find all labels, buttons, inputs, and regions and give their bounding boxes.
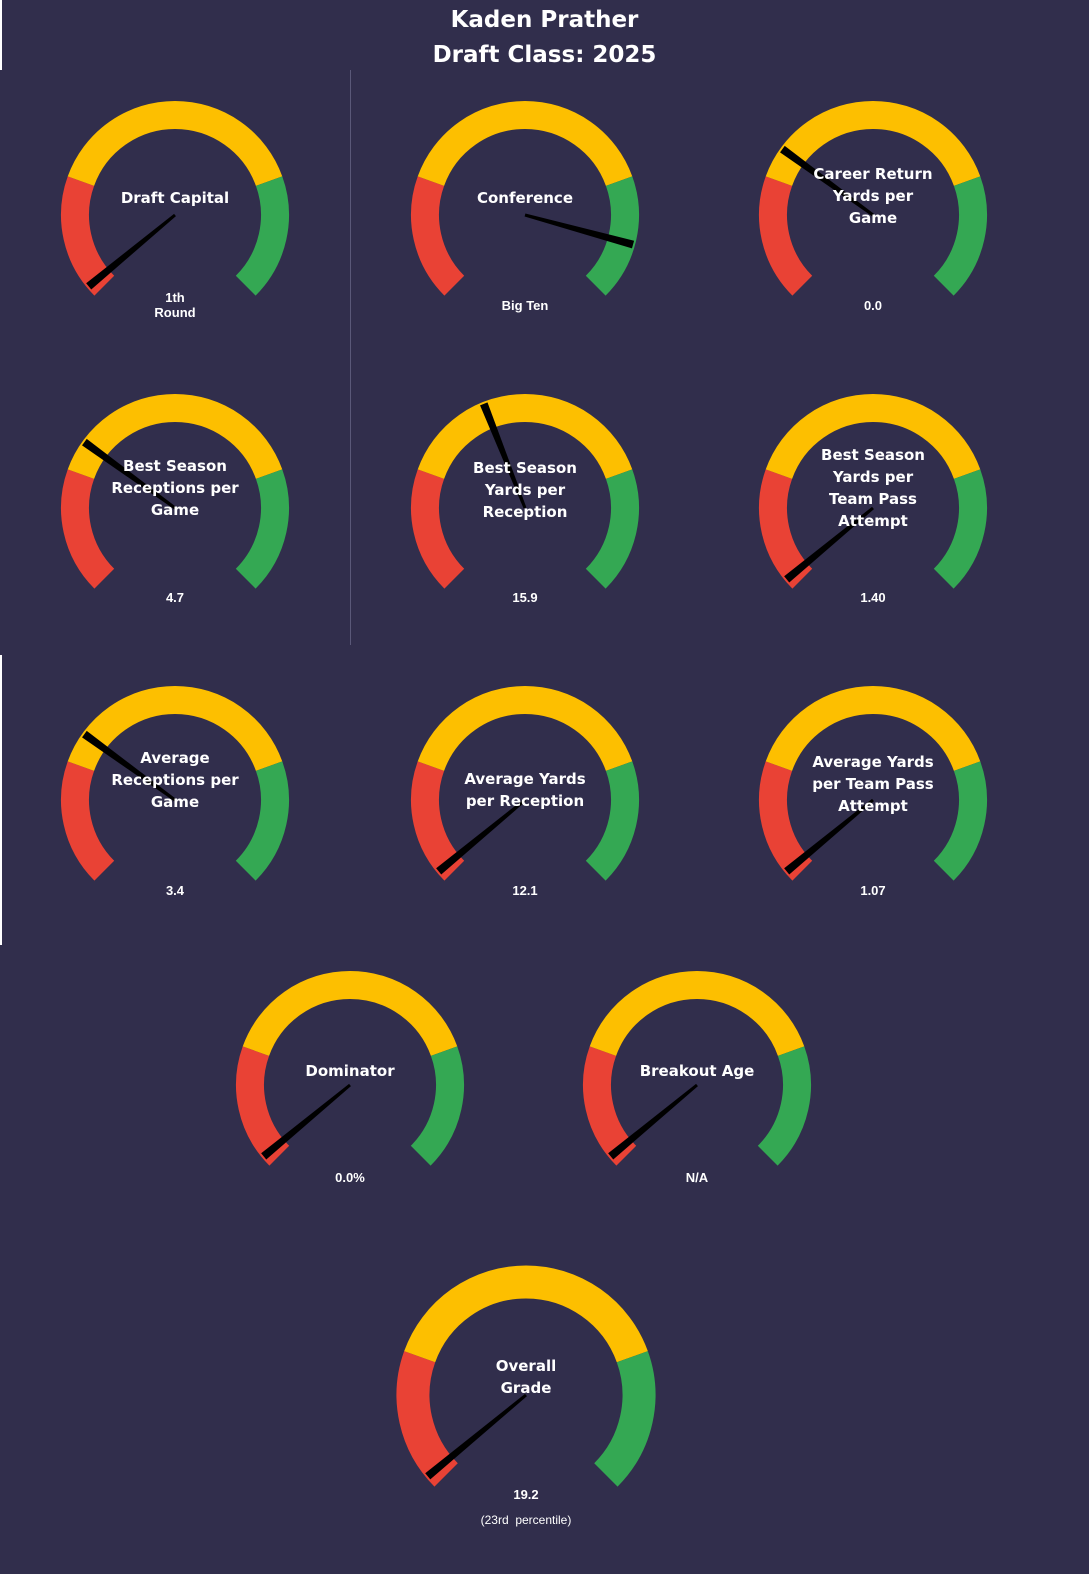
gauge-value: 3.4 [165,883,185,898]
gauge-title: Best Season Receptions per Game [111,457,239,519]
gauge-value: Big Ten [501,298,549,313]
gauge-title: Average Receptions per Game [111,749,239,811]
background-panel-top [2,0,1089,70]
gauge-value: 1.07 [860,883,886,898]
gauge-title: Average Yards per Team Pass Attempt [812,753,934,815]
gauge-value: 4.7 [165,590,185,605]
gauge-title: Best Season Yards per Team Pass Attempt [821,446,925,530]
gauge-title: Average Yards per Reception [464,770,586,810]
gauge-value: 1th Round [154,290,196,320]
background-panel-upper [0,70,1089,655]
gauge-value: 0.0 [863,298,883,313]
gauge-title: Draft Capital [120,189,230,207]
gauge-value: 1.40 [860,590,886,605]
gauge-title: Dominator [305,1062,395,1080]
gauge-subtext: (23rd percentile) [480,1513,572,1527]
gauge-value: 15.9 [512,590,538,605]
gauge-title: Career Return Yards per Game [813,165,933,227]
gauge-title: Overall Grade [495,1357,557,1397]
gauge-value: 0.0% [335,1170,365,1185]
gauge-title: Conference [476,189,573,207]
gauge-value: N/A [685,1170,709,1185]
gauge-title: Best Season Yards per Reception [473,459,577,521]
section-divider [350,70,351,645]
gauge-value: 12.1 [512,883,538,898]
gauge-value: 19.2 [513,1487,539,1502]
gauge-title: Breakout Age [639,1062,755,1080]
background-panel-lower [0,945,1089,1574]
player-name: Kaden Prather [450,7,639,33]
draft-class: Draft Class: 2025 [432,42,657,68]
